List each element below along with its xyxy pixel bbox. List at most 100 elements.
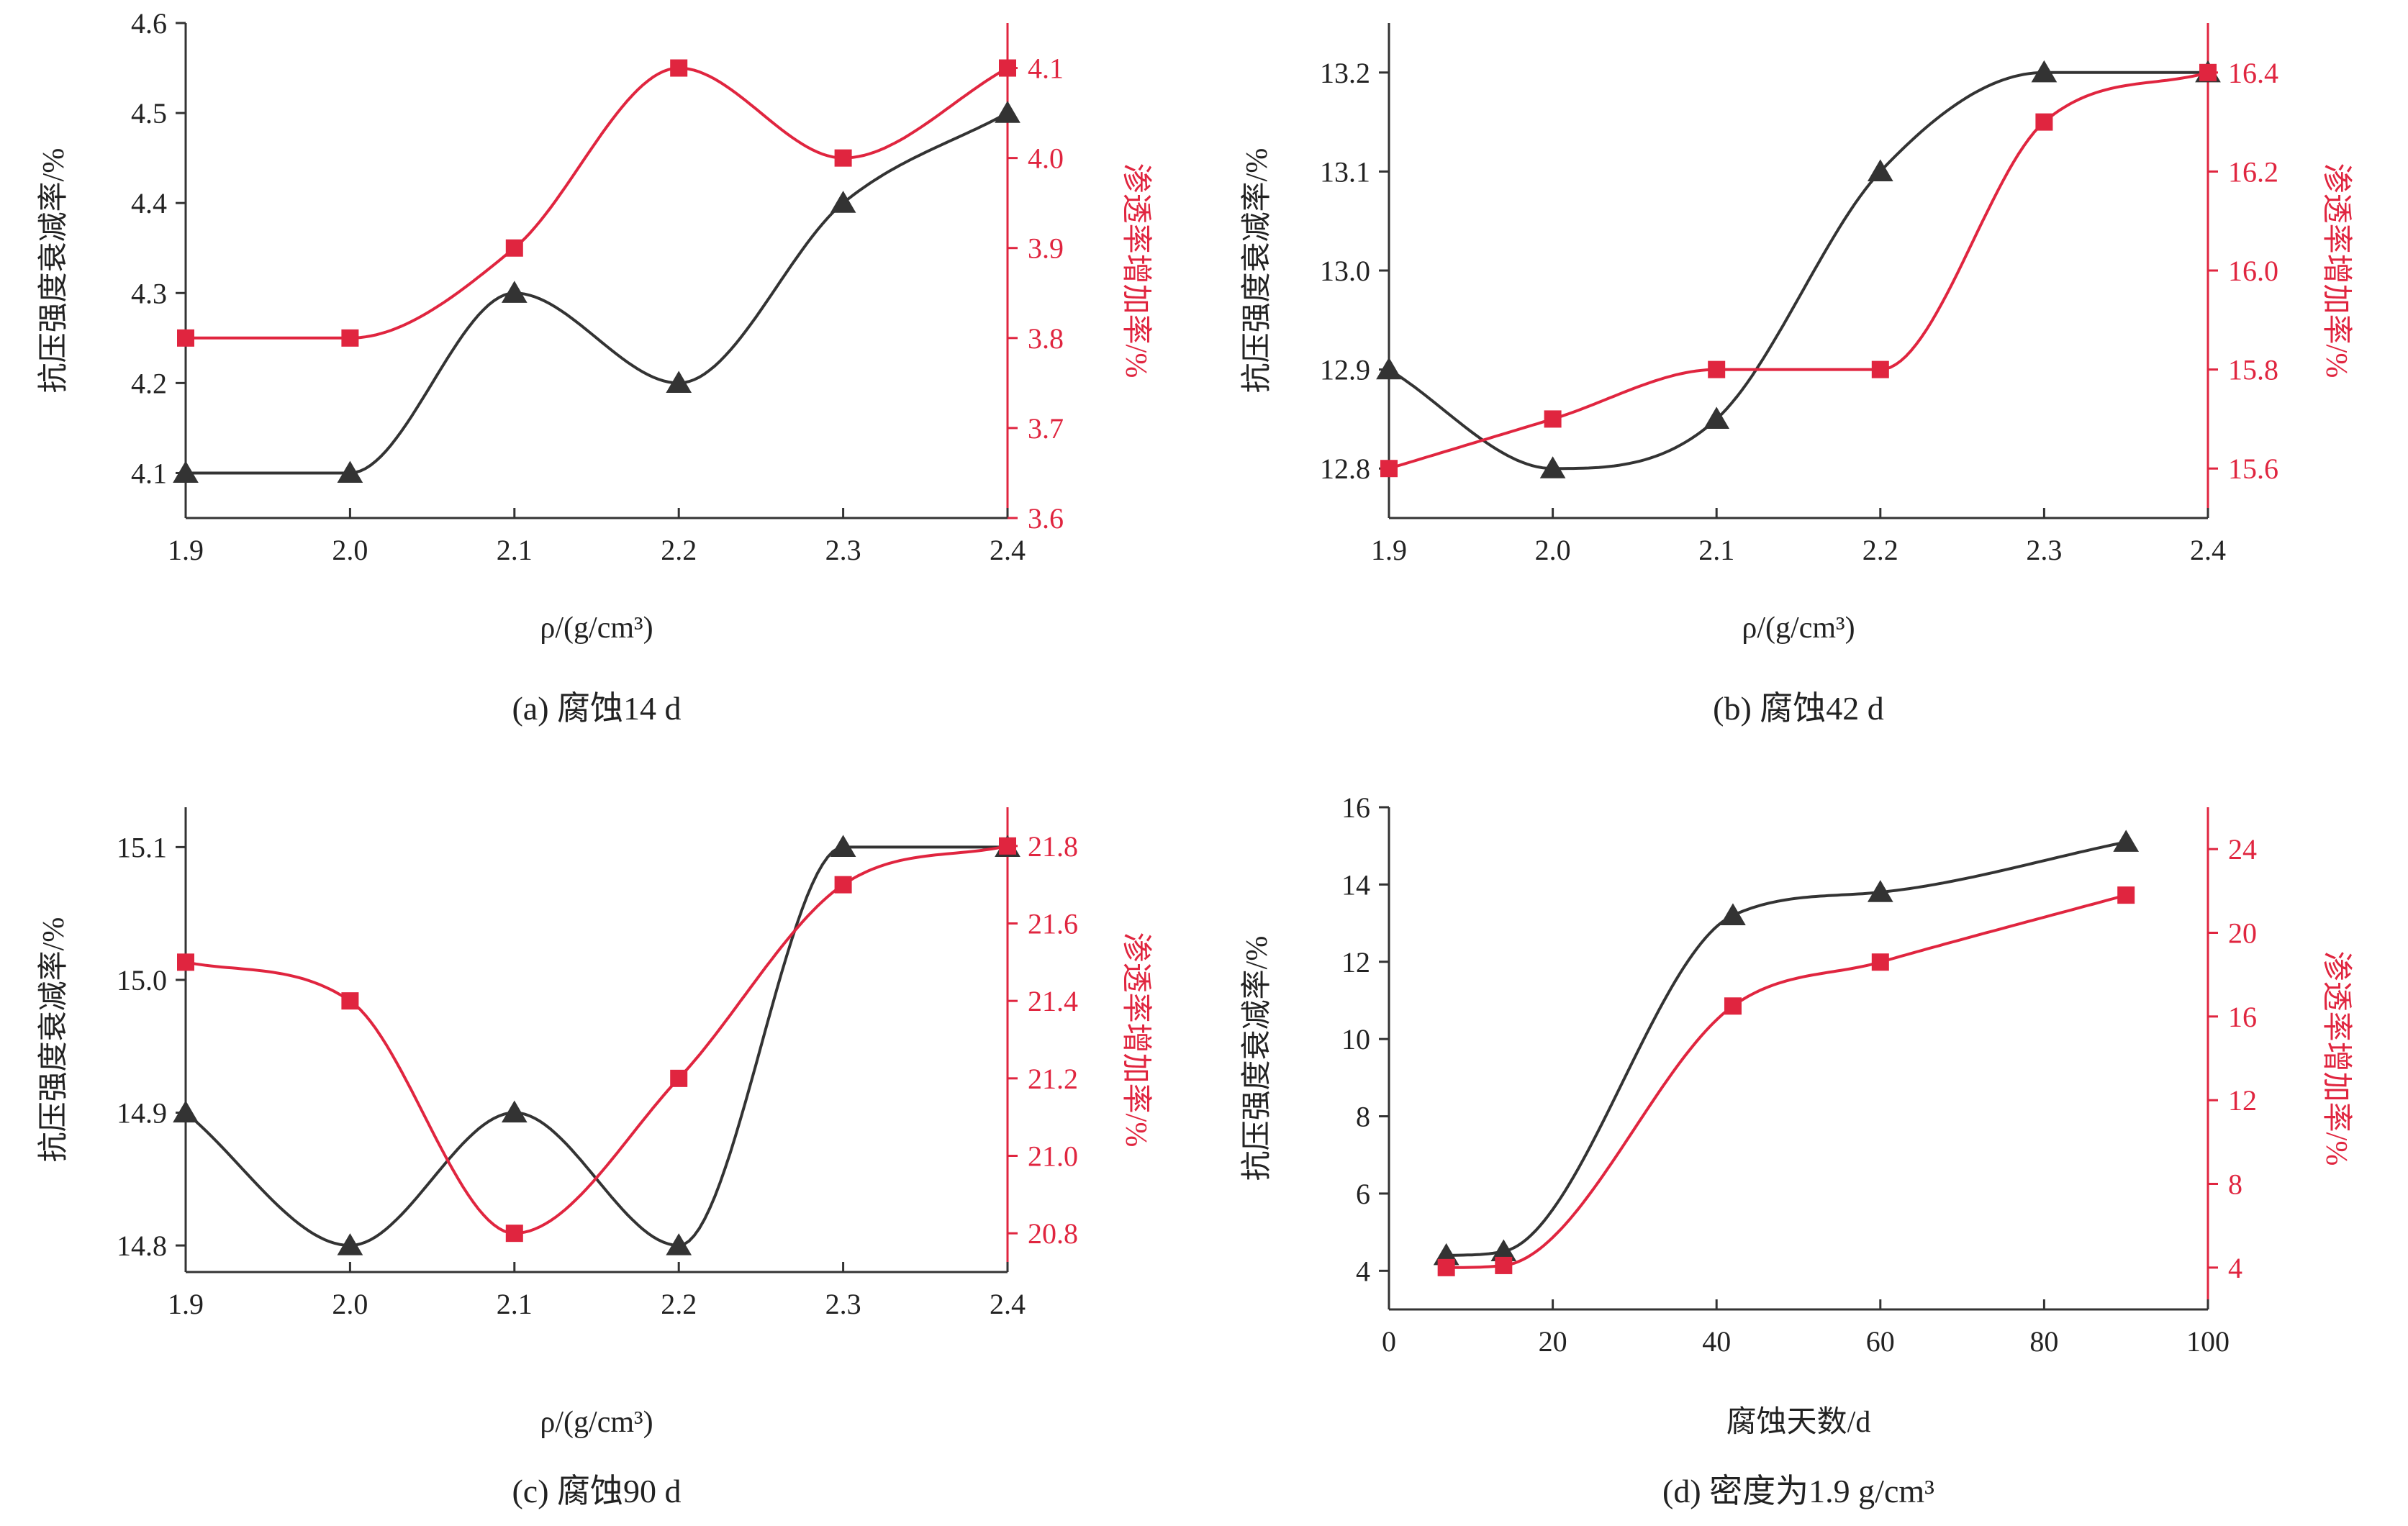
- permeability-curve: [1388, 71, 2209, 471]
- y2-tick-label: 3.9: [1028, 232, 1064, 265]
- x-tick-label: 1.9: [1371, 534, 1407, 566]
- permeability-data-point: [177, 329, 194, 347]
- y-axis-title: 抗压强度衰减率/%: [37, 917, 71, 1163]
- y-tick-label: 4.2: [131, 367, 167, 399]
- y2-tick-label: 20.8: [1028, 1217, 1078, 1250]
- strength-data-point: [1539, 456, 1566, 478]
- chart-panel-b: 1.9 2.0 2.1 2.2 2.3 2.4 12.8 12.9 13.0 13.1 13.2 15…: [1240, 23, 2353, 727]
- x-tick-label: 100: [2186, 1325, 2230, 1358]
- strength-data-point: [666, 371, 692, 393]
- y2-tick-label: 3.7: [1028, 412, 1064, 445]
- strength-data-point: [1490, 1239, 1517, 1262]
- chart-panel-c: 1.9 2.0 2.1 2.2 2.3 2.4 14.8 14.9 15.0 15.1 20.8 21…: [37, 807, 1153, 1509]
- y-tick-label: 14: [1341, 868, 1370, 901]
- x-tick-label: 2.2: [661, 534, 697, 566]
- x-axis-title: ρ/(g/cm³): [540, 612, 653, 645]
- y2-tick-label: 15.8: [2228, 354, 2278, 386]
- x-tick-label: 2.3: [2026, 534, 2062, 566]
- panel-caption: (a) 腐蚀14 d: [512, 690, 681, 727]
- permeability-data-point: [834, 149, 852, 167]
- strength-data-point: [2113, 830, 2140, 852]
- x-axis-title: 腐蚀天数/d: [1726, 1405, 1871, 1439]
- strength-data-point: [337, 460, 363, 483]
- y-tick-label: 12.8: [1320, 453, 1370, 485]
- x-tick-label: 2.0: [1535, 534, 1571, 566]
- strength-data-point: [2031, 60, 2058, 83]
- x-tick-label: 40: [1702, 1325, 1731, 1358]
- x-tick-label: 1.9: [168, 534, 204, 566]
- chart-panel-d: 0 20 40 60 80 100 4 6 8 10 12 14 16 4 8 12 16 20 24 抗压强度衰减率…: [1240, 791, 2353, 1509]
- permeability-data-point: [1437, 1258, 1455, 1276]
- panel-caption: (b) 腐蚀42 d: [1713, 690, 1884, 727]
- y2-tick-label: 12: [2228, 1084, 2257, 1117]
- permeability-data-point: [999, 837, 1016, 855]
- x-tick-label: 2.1: [497, 1288, 533, 1320]
- y2-tick-label: 15.6: [2228, 453, 2278, 485]
- y2-tick-label: 16.0: [2228, 255, 2278, 287]
- y2-tick-label: 16.2: [2228, 155, 2278, 188]
- y-tick-label: 13.1: [1320, 155, 1370, 188]
- y2-axis-title: 渗透率增加率/%: [1119, 932, 1153, 1148]
- y2-tick-label: 4.0: [1028, 142, 1064, 175]
- y2-tick-label: 24: [2228, 833, 2257, 866]
- strength-curve: [186, 112, 1008, 475]
- y2-tick-label: 3.6: [1028, 502, 1064, 535]
- x-tick-label: 60: [1866, 1325, 1895, 1358]
- permeability-data-point: [1708, 360, 1726, 378]
- strength-data-point: [501, 1100, 528, 1123]
- y2-tick-label: 21.8: [1028, 830, 1078, 863]
- y-tick-label: 12: [1341, 946, 1370, 978]
- strength-data-point: [173, 1100, 199, 1123]
- y2-tick-label: 21.0: [1028, 1140, 1078, 1173]
- x-tick-label: 2.2: [1862, 534, 1898, 566]
- y-axis-title: 抗压强度衰减率/%: [1240, 936, 1274, 1181]
- y-tick-label: 13.2: [1320, 57, 1370, 89]
- permeability-data-point: [177, 953, 194, 971]
- y-tick-label: 14.8: [117, 1230, 167, 1262]
- y2-tick-label: 8: [2228, 1168, 2242, 1201]
- y-tick-label: 6: [1356, 1178, 1370, 1210]
- strength-data-point: [995, 101, 1020, 123]
- permeability-data-point: [834, 876, 852, 894]
- strength-data-point: [666, 1233, 692, 1255]
- strength-data-point: [1376, 357, 1402, 380]
- y-tick-label: 4.6: [131, 7, 167, 40]
- x-tick-label: 2.4: [2190, 534, 2226, 566]
- strength-curve: [184, 845, 1008, 1248]
- permeability-data-point: [341, 992, 359, 1010]
- permeability-data-point: [1724, 997, 1742, 1015]
- strength-data-point: [501, 281, 528, 303]
- y2-tick-label: 21.2: [1028, 1063, 1078, 1095]
- y-tick-label: 14.9: [117, 1097, 167, 1130]
- y2-axis-title: 渗透率增加率/%: [1119, 163, 1153, 378]
- y2-tick-label: 16: [2228, 1001, 2257, 1033]
- permeability-data-point: [1495, 1256, 1513, 1274]
- x-tick-label: 0: [1382, 1325, 1396, 1358]
- x-tick-label: 2.1: [497, 534, 533, 566]
- permeability-data-point: [341, 329, 359, 347]
- y2-tick-label: 4: [2228, 1252, 2242, 1284]
- y2-tick-label: 4.1: [1028, 53, 1064, 85]
- strength-data-point: [337, 1233, 363, 1255]
- permeability-data-point: [2035, 113, 2053, 131]
- strength-data-point: [1720, 903, 1746, 925]
- permeability-data-point: [2117, 886, 2135, 904]
- x-tick-label: 2.1: [1698, 534, 1734, 566]
- permeability-curve: [186, 66, 1009, 340]
- y2-tick-label: 21.6: [1028, 908, 1078, 940]
- permeability-data-point: [1380, 460, 1398, 478]
- y-tick-label: 10: [1341, 1023, 1370, 1055]
- x-tick-label: 1.9: [168, 1288, 204, 1320]
- x-axis-title: ρ/(g/cm³): [1742, 612, 1855, 645]
- x-tick-label: 80: [2029, 1325, 2058, 1358]
- y-axis-title: 抗压强度衰减率/%: [37, 148, 71, 394]
- x-tick-label: 2.3: [825, 534, 861, 566]
- permeability-data-point: [1871, 360, 1889, 378]
- strength-data-point: [830, 835, 856, 857]
- permeability-data-point: [670, 1069, 688, 1087]
- y-tick-label: 15.0: [117, 964, 167, 996]
- permeability-data-point: [670, 59, 688, 77]
- permeability-data-point: [1544, 410, 1562, 428]
- x-tick-label: 2.4: [990, 1288, 1026, 1320]
